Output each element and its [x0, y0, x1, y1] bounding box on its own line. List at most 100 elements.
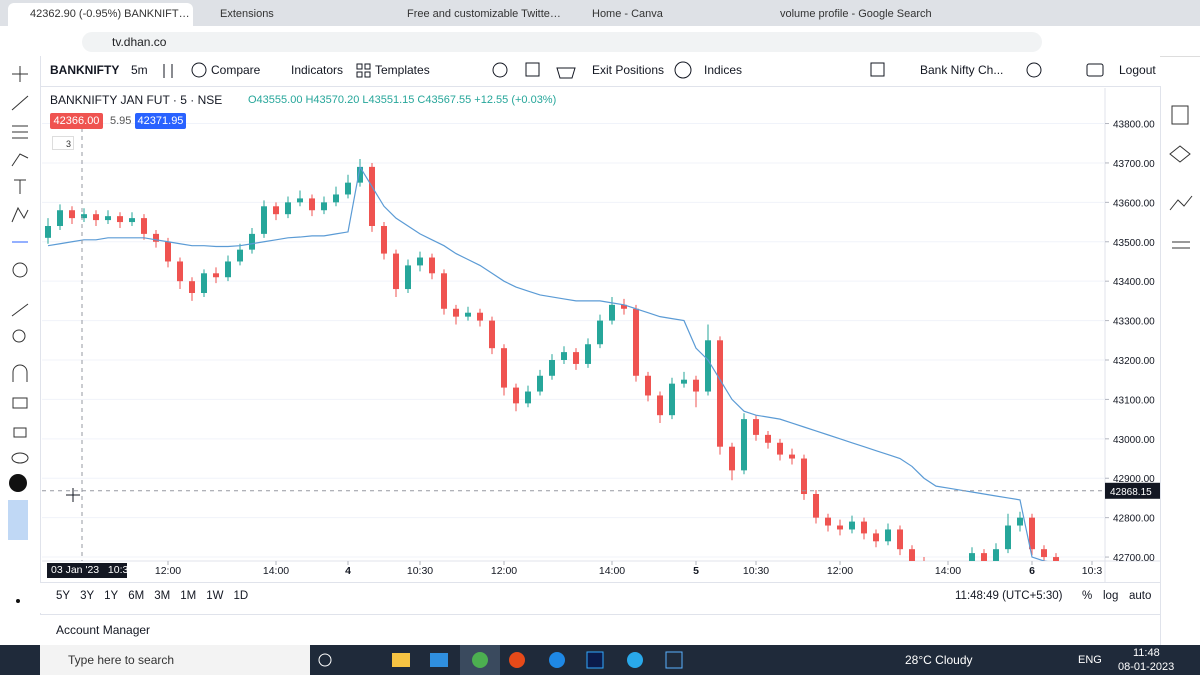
tool-icon[interactable] [11, 153, 29, 167]
app-icon[interactable] [472, 652, 488, 668]
tool-icon[interactable] [9, 474, 27, 492]
browser-tab[interactable]: Free and customizable Twitter ads [407, 8, 563, 20]
y-tick-label: 43700.00 [1113, 159, 1155, 170]
language[interactable]: ENG [1078, 654, 1102, 666]
range-button[interactable]: 1D [233, 590, 249, 602]
range-button[interactable]: 5Y [56, 590, 71, 602]
drawing-tools [8, 66, 29, 603]
x-tick-label: 4 [345, 565, 351, 577]
y-tick-label: 42900.00 [1113, 474, 1155, 485]
tool-icon[interactable] [11, 303, 29, 317]
right-sidebar [1160, 86, 1200, 645]
icon [525, 62, 540, 77]
candle-body [765, 434, 771, 443]
candle-body [645, 375, 651, 396]
range-button[interactable]: 3Y [80, 590, 95, 602]
x-tick-label: 12:00 [827, 565, 853, 577]
candle-body [177, 261, 183, 282]
candle-body [681, 379, 687, 384]
candle-body [117, 216, 123, 223]
auto-toggle[interactable]: auto [1129, 590, 1152, 602]
price-label-box [1105, 482, 1160, 499]
candle-body [201, 273, 207, 293]
app-icon[interactable] [549, 652, 565, 668]
y-tick-label: 43200.00 [1113, 356, 1155, 367]
candle-body [633, 308, 639, 376]
candle-body [777, 442, 783, 455]
log-toggle[interactable]: log [1103, 590, 1119, 602]
tool-icon[interactable] [8, 500, 28, 540]
app-icon[interactable] [627, 652, 643, 668]
tool-icon[interactable] [11, 95, 29, 111]
candle-body [381, 226, 387, 254]
search-placeholder: Type here to search [68, 653, 175, 667]
symbol-button[interactable]: BANKNIFTY [50, 63, 120, 77]
tool-icon[interactable] [14, 179, 26, 194]
toolbar-button[interactable]: Exit Positions [592, 63, 665, 77]
url-field[interactable]: tv.dhan.co [82, 32, 1042, 52]
candle-body [1053, 557, 1059, 561]
app-icon[interactable] [318, 653, 332, 667]
x-tick-label: 5 [693, 565, 699, 577]
range-button[interactable]: 6M [128, 590, 145, 602]
range-button[interactable]: 1W [206, 590, 224, 602]
candle-body [213, 273, 219, 278]
candle-body [801, 458, 807, 494]
y-tick-label: 43800.00 [1113, 120, 1155, 131]
candle-body [93, 214, 99, 221]
app-icon[interactable] [509, 652, 525, 668]
range-button[interactable]: 1Y [104, 590, 119, 602]
toolbar-button[interactable]: Compare [211, 63, 261, 77]
candle-body [249, 233, 255, 250]
account-manager[interactable]: Account Manager [56, 623, 151, 637]
tool-icon[interactable] [11, 452, 29, 464]
candle-body [129, 218, 135, 223]
candle-body [597, 320, 603, 345]
app-icon[interactable] [586, 651, 604, 669]
search-box[interactable] [40, 645, 310, 675]
range-buttons: 5Y 3Y 1Y 6M 3M 1M 1W 1D [56, 590, 248, 602]
browser-tab[interactable]: 42362.90 (-0.95%) BANKNIFTY JAN [8, 3, 193, 26]
toolbar-button[interactable]: Indicators [291, 63, 344, 77]
tool-icon[interactable] [12, 262, 28, 278]
buy-button[interactable]: 42371.95 [135, 113, 186, 129]
sell-button[interactable]: 42366.00 [50, 113, 103, 129]
browser-tab[interactable]: Extensions [220, 8, 274, 20]
interval-button[interactable]: 5m [131, 63, 148, 77]
y-tick-label: 43400.00 [1113, 277, 1155, 288]
tool-icon[interactable] [12, 329, 26, 343]
tool-icon[interactable] [11, 206, 29, 223]
toolbar-button[interactable]: Indices [704, 63, 743, 77]
range-button[interactable]: 3M [154, 590, 171, 602]
x-tick-label: 14:00 [599, 565, 625, 577]
tool-icon[interactable] [13, 427, 27, 438]
y-tick-label: 43100.00 [1113, 395, 1155, 406]
icon [556, 67, 576, 79]
toolbar-button[interactable]: Templates [375, 63, 430, 77]
bottom-bar [40, 582, 1160, 613]
app-icon[interactable] [430, 653, 448, 667]
weather[interactable]: 28°C Cloudy [905, 653, 973, 667]
candle-body [45, 226, 51, 238]
candle-body [1017, 517, 1023, 526]
app-icon[interactable] [665, 651, 683, 669]
range-button[interactable]: 1M [180, 590, 197, 602]
indicator-toggle[interactable]: 3 [52, 136, 74, 150]
tool-icon[interactable] [12, 397, 28, 409]
tool-icon[interactable] [16, 599, 20, 603]
clock-date: 08-01-2023 [1118, 661, 1175, 673]
icon [364, 63, 371, 70]
sidebar-icon[interactable] [1169, 195, 1193, 211]
percent-toggle[interactable]: % [1082, 590, 1093, 602]
sidebar-icon[interactable] [1169, 145, 1191, 163]
app-icon[interactable] [392, 653, 410, 667]
logout-button[interactable]: Logout [1119, 63, 1156, 77]
browser-tab[interactable]: Home - Canva [592, 8, 663, 20]
candle-body [825, 517, 831, 526]
sidebar-icon[interactable] [1171, 105, 1189, 125]
tool-icon[interactable] [12, 364, 28, 382]
layout-button[interactable]: Bank Nifty Ch... [920, 63, 1004, 77]
candle-body [705, 340, 711, 392]
browser-tab[interactable]: volume profile - Google Search [780, 8, 932, 20]
